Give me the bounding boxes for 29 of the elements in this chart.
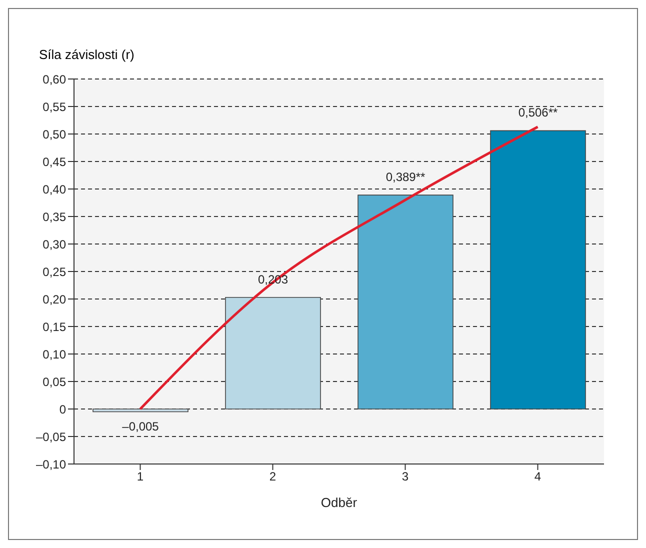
y-tick-label: 0,45 (42, 154, 66, 169)
y-tick-label: 0,35 (42, 210, 66, 224)
data-label: –0,005 (122, 420, 160, 434)
y-tick-label: 0,10 (42, 347, 66, 362)
y-tick-label: 0,50 (42, 127, 66, 142)
x-tick-label: 2 (269, 470, 276, 484)
y-tick-label: –0,10 (36, 457, 66, 472)
x-axis-title: Odběr (320, 495, 358, 510)
y-axis-title: Síla závislosti (r) (39, 47, 134, 62)
bar (92, 408, 188, 412)
x-tick-label: 4 (534, 470, 542, 484)
line-series (139, 126, 539, 410)
y-tick-label: 0,15 (42, 320, 66, 334)
y-tick-label: 0,55 (42, 100, 66, 114)
y-tick-label: 0,60 (42, 72, 66, 86)
y-tick-label: 0,40 (42, 182, 66, 196)
y-tick-label: 0 (59, 402, 66, 416)
y-tick-label: 0,30 (42, 237, 66, 252)
data-label: 0,506** (518, 106, 558, 120)
y-tick-label: 0,25 (42, 264, 66, 279)
bar (358, 194, 454, 410)
x-tick-label: 3 (402, 470, 409, 484)
data-label: 0,389** (386, 170, 426, 184)
y-tick-label: 0,20 (42, 292, 66, 306)
bar (490, 130, 586, 410)
bar (225, 296, 321, 410)
y-tick-label: –0,05 (36, 430, 66, 444)
x-tick-label: 1 (136, 470, 144, 484)
y-tick-label: 0,05 (42, 374, 66, 389)
